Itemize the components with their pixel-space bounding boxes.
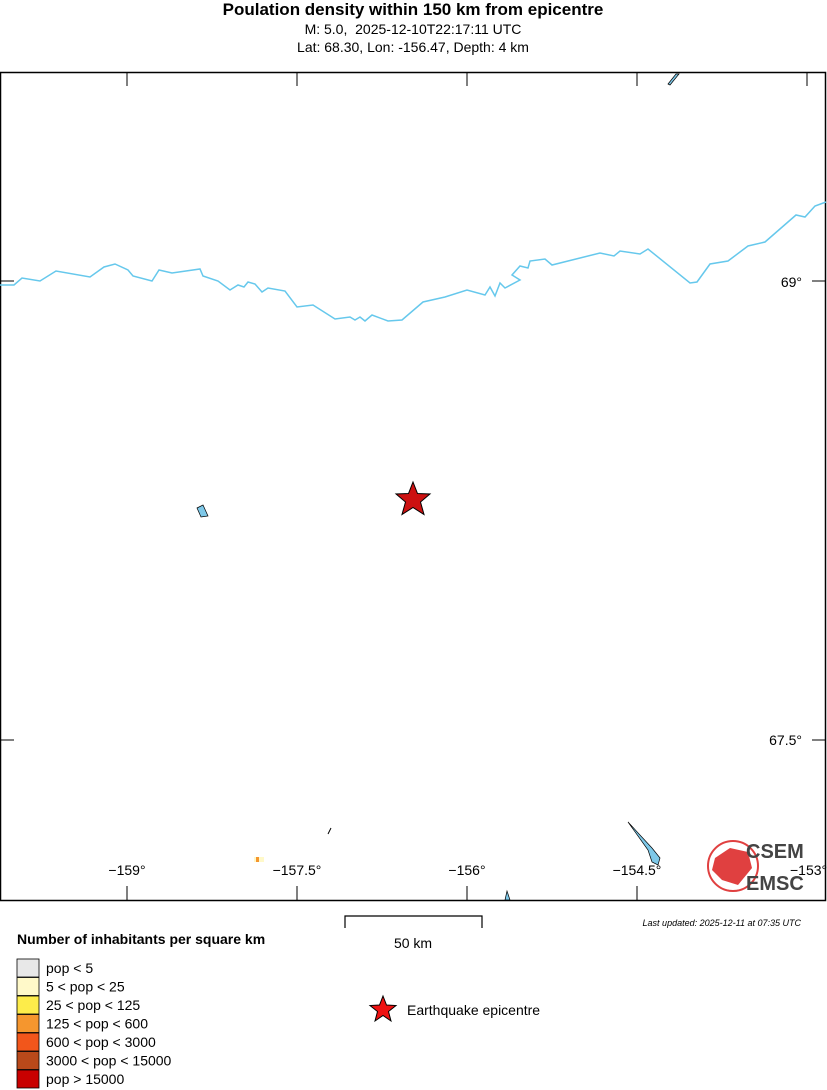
lon-label: −157.5° [273,862,322,878]
ticks [0,72,826,900]
population-cell [256,857,259,862]
lon-label: −153° [790,862,827,878]
legend-swatch [16,1069,40,1089]
scale-bar: 50 km [344,915,483,951]
legend-title: Number of inhabitants per square km [17,931,265,947]
lon-label: −154.5° [613,862,662,878]
lake [667,73,680,86]
lat-label: 67.5° [769,732,802,748]
lon-label: −156° [448,862,485,878]
legend-epicentre-label: Earthquake epicentre [407,1002,540,1018]
logo-text: CSEM [746,841,804,863]
epicentre [394,480,432,516]
legend-label: 125 < pop < 600 [46,1016,148,1032]
lake [627,821,661,866]
legend-swatch [16,1032,40,1052]
lon-label: −159° [108,862,145,878]
legend-label: 3000 < pop < 15000 [46,1053,172,1069]
legend-swatch [16,977,40,996]
legend: pop < 5 5 < pop < 25 25 < pop < 125 125 < p… [16,958,172,1089]
coastline [0,201,827,322]
lake [196,504,209,518]
lake [504,889,511,901]
legend-swatch [16,958,40,978]
logo-text: EMSC [746,873,804,895]
legend-swatch [16,1051,40,1070]
legend-epicentre-symbol [368,994,398,1023]
legend-label: 600 < pop < 3000 [46,1034,156,1050]
legend-label: 25 < pop < 125 [46,997,140,1013]
legend-swatch [16,1014,40,1033]
last-updated: Last updated: 2025-12-11 at 07:35 UTC [643,918,802,928]
legend-label: pop < 5 [46,960,93,976]
subtitle: M: 5.0, 2025-12-10T22:17:11 UTC [305,21,522,37]
map: −159° −157.5° −156° −154.5° −153° 69° 67… [0,71,827,902]
legend-label: pop > 15000 [46,1071,124,1087]
logo: CSEM EMSC [707,840,804,895]
river [327,827,332,835]
lat-label: 69° [781,274,802,290]
scale-label: 50 km [394,935,432,951]
title: Poulation density within 150 km from epi… [223,0,604,19]
subtitle: Lat: 68.30, Lon: -156.47, Depth: 4 km [297,39,529,55]
legend-swatch [16,995,40,1015]
legend-label: 5 < pop < 25 [46,979,125,995]
